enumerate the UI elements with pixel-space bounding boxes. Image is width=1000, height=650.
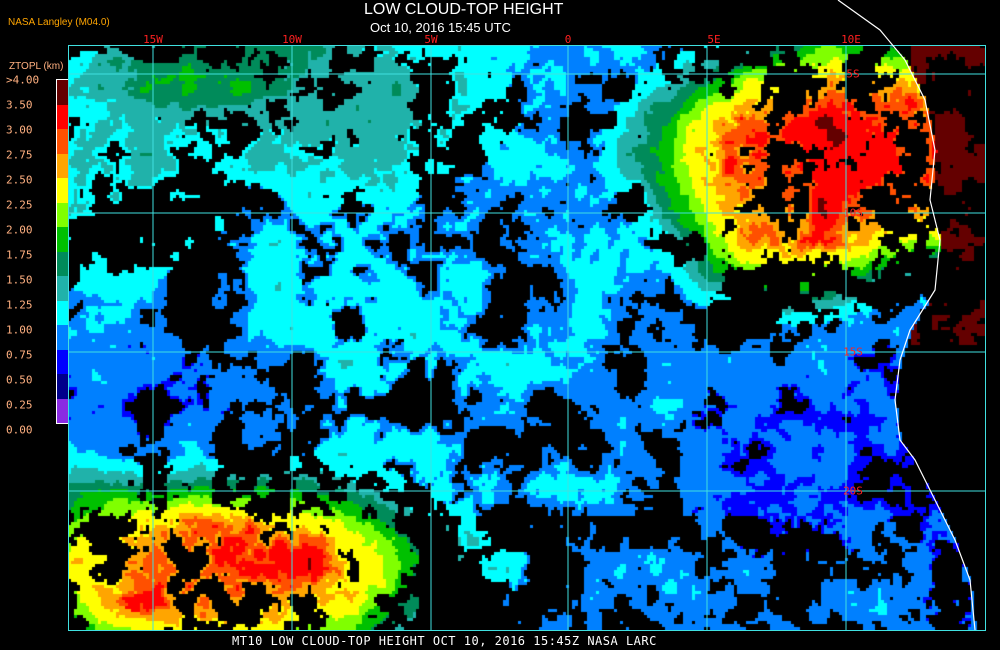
legend-label: 2.75 [6,148,33,162]
legend-label: 1.50 [6,273,33,287]
legend-label: 2.50 [6,173,33,187]
lon-label: 10W [282,33,302,46]
lat-label: 10S [843,206,863,220]
source-label: NASA Langley (M04.0) [8,17,110,28]
map-border [68,45,986,631]
legend-label: 0.25 [6,398,33,412]
coastline [837,0,976,631]
lon-label: 5W [424,33,438,46]
map-timestamp: Oct 10, 2016 15:45 UTC [370,20,511,35]
lat-label: 5S [846,67,860,81]
lon-label: 5E [707,33,721,46]
legend-label: 2.00 [6,223,33,237]
legend-label: 2.25 [6,198,33,212]
lon-label: 0 [564,33,572,46]
footer-caption: MT10 LOW CLOUD-TOP HEIGHT OCT 10, 2016 1… [232,634,657,648]
legend-label: 3.50 [6,98,33,112]
legend-label: 1.00 [6,323,33,337]
legend-label: 0.00 [6,423,33,437]
lat-label: 15S [843,345,863,359]
legend-title: ZTOPL (km) [9,61,64,72]
legend-label: 1.75 [6,248,33,262]
legend-label: >4.00 [6,73,40,87]
legend-label: 0.50 [6,373,33,387]
legend-label: 1.25 [6,298,33,312]
map-title: LOW CLOUD-TOP HEIGHT [364,1,564,18]
lat-label: 20S [843,484,863,498]
legend-label: 0.75 [6,348,33,362]
legend-label: 3.00 [6,123,33,137]
cloud-height-imagery [68,45,985,630]
lon-label: 15W [143,33,163,46]
lon-label: 10E [841,33,861,46]
